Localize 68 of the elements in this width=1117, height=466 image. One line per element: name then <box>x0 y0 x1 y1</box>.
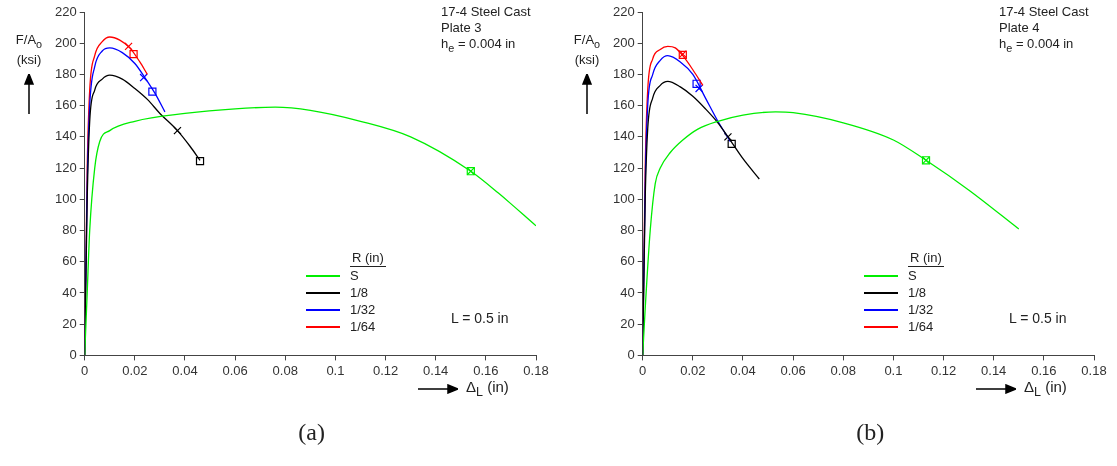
y-tick-label: 100 <box>612 190 635 206</box>
y-tick-label: 140 <box>612 128 635 144</box>
text: (a) <box>298 418 325 446</box>
x-tick-label: 0.08 <box>830 362 856 378</box>
text: (b) <box>856 418 885 446</box>
annotation: L = 0.5 in <box>451 310 509 327</box>
x-tick-label: 0.04 <box>172 362 198 378</box>
annotation: 17-4 Steel Cast <box>441 4 531 20</box>
x-axis-title: Δ$_{L}$ (in) <box>1024 378 1067 401</box>
x-tick-label: 0.16 <box>1031 362 1057 378</box>
y-tick-label: 160 <box>612 97 635 113</box>
y-axis-title: F/A$_{o}$ (ksi) <box>14 32 44 68</box>
y-tick-label: 220 <box>612 3 635 19</box>
legend-title: R (in) <box>908 250 944 268</box>
x-tick-label: 0.02 <box>680 362 706 378</box>
y-axis-title: F/A$_{o}$ (ksi) <box>572 32 602 68</box>
x-axis-title: Δ$_{L}$ (in) <box>466 378 509 401</box>
y-tick-label: 220 <box>54 3 77 19</box>
x-tick-label: 0.06 <box>780 362 806 378</box>
x-tick-label: 0.18 <box>523 362 549 378</box>
legend-label: 1/32 <box>350 301 376 318</box>
y-tick-label: 0 <box>627 346 635 362</box>
y-tick-label: 60 <box>620 253 635 269</box>
x-tick-label: 0.06 <box>222 362 248 378</box>
y-tick-label: 20 <box>62 315 77 331</box>
x-tick-label: 0.16 <box>473 362 499 378</box>
y-tick-label: 0 <box>69 346 77 362</box>
y-tick-label: 40 <box>62 284 77 300</box>
y-tick-label: 60 <box>62 253 77 269</box>
x-tick-label: 0 <box>639 362 647 378</box>
x-tick-label: 0.12 <box>930 362 957 378</box>
legend-label: 1/8 <box>350 284 369 301</box>
y-tick-label: 80 <box>62 222 77 238</box>
annotation: h$_{e}$ = 0.004 in <box>441 36 517 56</box>
legend-title: R (in) <box>350 250 386 268</box>
y-tick-label: 120 <box>54 159 77 175</box>
y-tick-label: 160 <box>54 97 77 113</box>
legend-label: 1/32 <box>908 301 934 318</box>
x-tick-label: 0.1 <box>326 362 345 378</box>
x-tick-label: 0 <box>81 362 89 378</box>
x-tick-label: 0.04 <box>730 362 756 378</box>
x-tick-label: 0.14 <box>423 362 449 378</box>
y-tick-label: 180 <box>54 66 77 82</box>
x-tick-label: 0.02 <box>122 362 148 378</box>
annotation: 17-4 Steel Cast <box>999 4 1089 20</box>
legend-label: 1/64 <box>350 318 376 335</box>
legend-label: S <box>350 267 359 284</box>
y-tick-label: 200 <box>54 34 77 50</box>
y-tick-label: 80 <box>620 222 635 238</box>
y-tick-label: 120 <box>612 159 635 175</box>
y-tick-label: 20 <box>620 315 635 331</box>
legend-label: 1/64 <box>908 318 934 335</box>
x-tick-label: 0.14 <box>981 362 1007 378</box>
x-tick-label: 0.12 <box>372 362 399 378</box>
y-tick-label: 40 <box>620 284 635 300</box>
annotation: h$_{e}$ = 0.004 in <box>999 36 1075 56</box>
y-tick-label: 200 <box>612 34 635 50</box>
y-tick-label: 100 <box>54 190 77 206</box>
x-tick-label: 0.08 <box>272 362 298 378</box>
x-tick-label: 0.18 <box>1081 362 1107 378</box>
y-tick-label: 140 <box>54 128 77 144</box>
legend-label: S <box>908 267 917 284</box>
annotation: Plate 3 <box>441 20 483 36</box>
legend-label: 1/8 <box>908 284 927 301</box>
annotation: Plate 4 <box>999 20 1041 36</box>
x-tick-label: 0.1 <box>884 362 903 378</box>
annotation: L = 0.5 in <box>1009 310 1067 327</box>
y-tick-label: 180 <box>612 66 635 82</box>
